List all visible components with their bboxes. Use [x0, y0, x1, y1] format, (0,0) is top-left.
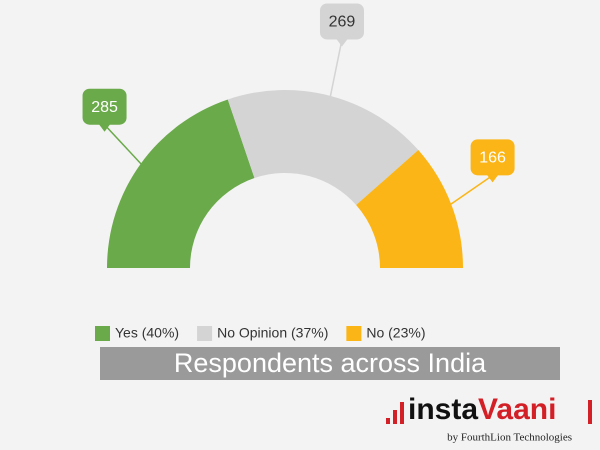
- callout-box: [470, 139, 515, 176]
- callout-line: [103, 124, 145, 168]
- legend-swatch: [197, 326, 213, 341]
- donut-segment: [356, 150, 463, 268]
- legend-swatch: [95, 326, 110, 341]
- value-label: 269: [329, 14, 356, 31]
- callout-pointer: [486, 174, 499, 183]
- value-label: 285: [91, 99, 118, 116]
- chart-title: Respondents across India: [174, 348, 487, 378]
- brand-tagline: by FourthLion Technologies: [447, 432, 572, 444]
- callout-box: [82, 88, 127, 125]
- legend-label: No Opinion (37%): [217, 325, 328, 341]
- legend-label: Yes (40%): [115, 325, 179, 341]
- logo-bar: [588, 400, 592, 424]
- logo-bar: [393, 410, 397, 424]
- callout-box: [319, 3, 364, 40]
- legend-label: No (23%): [366, 325, 425, 341]
- callout-line: [447, 174, 494, 207]
- legend-swatch: [346, 326, 362, 341]
- brand-part: insta: [408, 393, 478, 426]
- callout-pointer: [98, 123, 111, 132]
- logo-bar: [400, 402, 404, 424]
- donut-segment: [227, 89, 419, 206]
- brand-name: instaVaani: [408, 393, 556, 426]
- donut-segment: [107, 99, 255, 268]
- callout-pointer: [335, 38, 348, 47]
- title-bar: [100, 347, 560, 380]
- logo-bar: [386, 418, 390, 424]
- callout-line: [328, 39, 343, 100]
- logo: instaVaani by FourthLion Technologies: [386, 393, 592, 444]
- value-label: 166: [479, 150, 506, 167]
- brand-part: Vaani: [478, 393, 556, 426]
